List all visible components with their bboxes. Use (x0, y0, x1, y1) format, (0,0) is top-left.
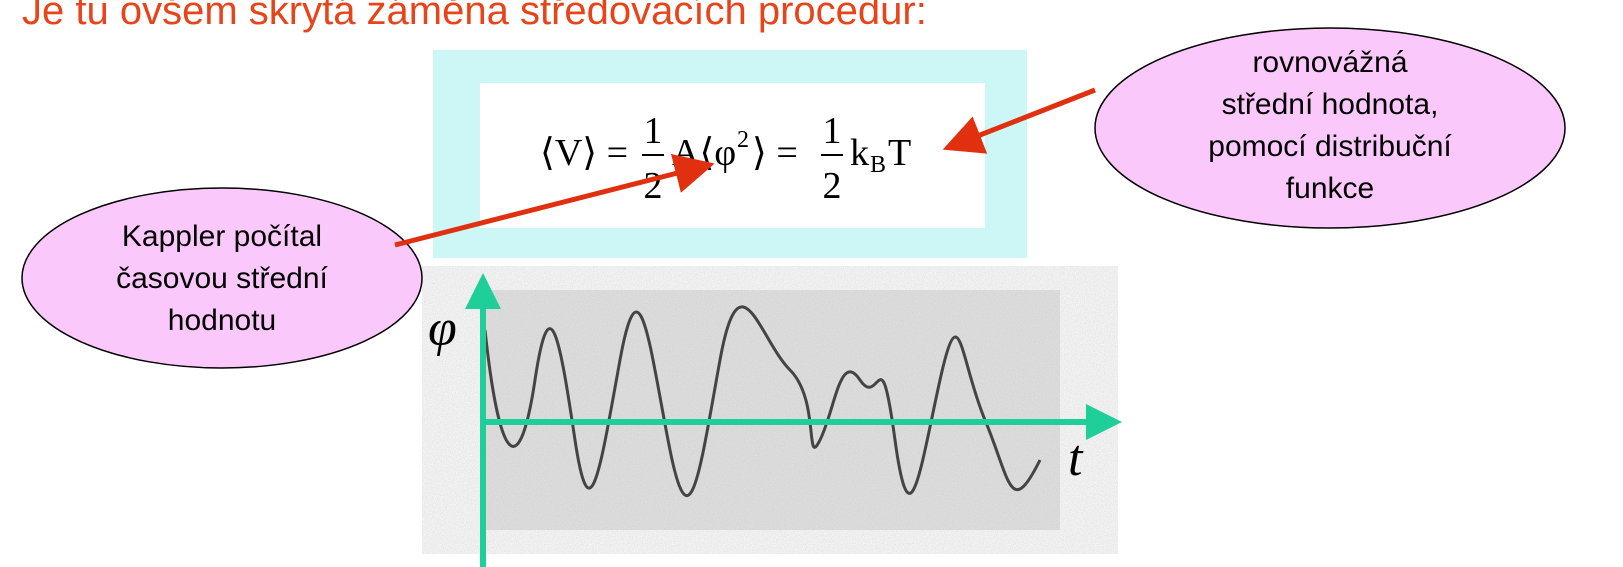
bubble-text: pomocí distribuční (1208, 130, 1452, 163)
formula-part: ⟨V⟩ = (540, 132, 628, 174)
bubble-text: funkce (1286, 172, 1374, 205)
formula-part: 2 (823, 165, 842, 207)
bubble-text: časovou střední (116, 262, 328, 295)
slide-title: Je tu ovšem skrytá záměna středovacích p… (22, 0, 927, 33)
bubble-text: rovnovážná (1252, 46, 1407, 79)
formula-part: T (888, 132, 911, 174)
bubble-text: Kappler počítal (122, 220, 322, 253)
formula-part: 2 (644, 165, 663, 207)
signal-noise (480, 290, 1060, 530)
formula-part: B (870, 152, 886, 178)
formula-part: k (850, 132, 869, 174)
y-axis-label: φ (428, 300, 457, 357)
formula-part: 1 (823, 110, 842, 152)
bubble-text: hodnotu (168, 304, 276, 337)
formula-part: ⟩ = (752, 132, 798, 174)
formula-part: 1 (644, 110, 663, 152)
slide: Je tu ovšem skrytá záměna středovacích p… (0, 0, 1623, 567)
formula-part: 2 (737, 127, 749, 153)
bubble-text: střední hodnota, (1222, 88, 1439, 121)
x-axis-label: t (1068, 430, 1084, 487)
